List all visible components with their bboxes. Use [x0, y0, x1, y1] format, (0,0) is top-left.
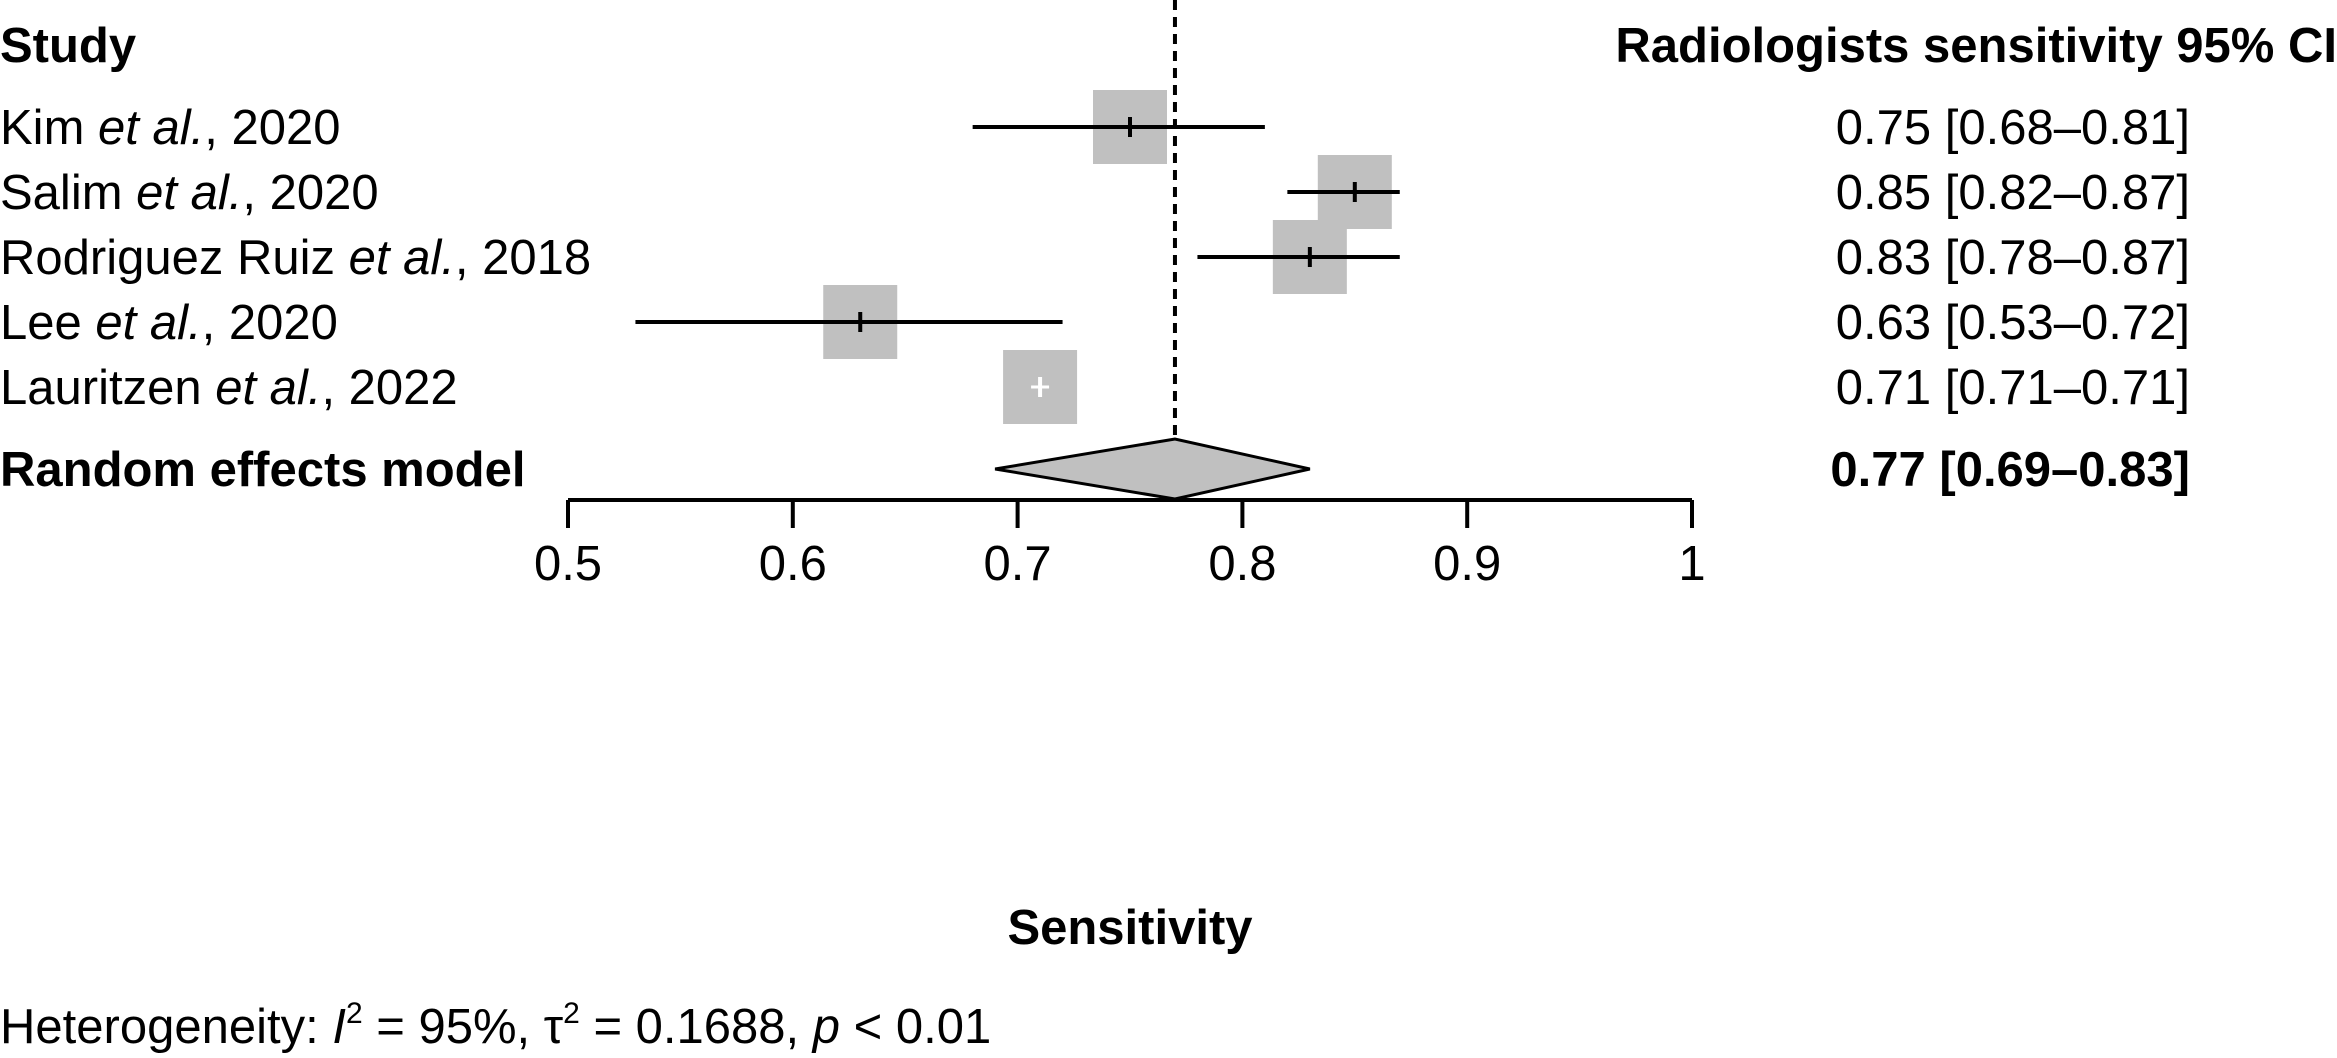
study-label: Salim et al., 2020 — [0, 166, 379, 220]
study-author: Rodriguez Ruiz — [0, 231, 349, 285]
study-etal: et al. — [98, 101, 204, 155]
study-author: Lauritzen — [0, 361, 215, 415]
study-author: Lee — [0, 296, 95, 350]
study-column-header: Study — [0, 19, 136, 73]
x-axis-label: Sensitivity — [1007, 901, 1252, 955]
i2-superscript: 2 — [346, 997, 363, 1030]
summary-ci-text: 0.77 [0.69–0.83] — [1830, 443, 2190, 497]
study-row: Lauritzen et al., 2022 0.71 [0.71–0.71] — [0, 350, 2190, 424]
x-tick-label: 0.9 — [1433, 537, 1501, 591]
study-label: Lauritzen et al., 2022 — [0, 361, 458, 415]
study-etal: et al. — [349, 231, 455, 285]
study-ci-text: 0.85 [0.82–0.87] — [1836, 166, 2190, 220]
summary-label: Random effects model — [0, 443, 525, 497]
study-year: , 2020 — [204, 101, 340, 155]
study-etal: et al. — [215, 361, 321, 415]
summary-diamond — [994, 437, 1311, 501]
study-rows: Kim et al., 2020 0.75 [0.68–0.81]Salim et… — [0, 90, 2190, 424]
i2-symbol: I — [332, 1000, 346, 1054]
x-axis: 0.5 0.6 0.7 0.8 0.9 1 — [534, 498, 1706, 591]
study-ci-text: 0.75 [0.68–0.81] — [1836, 101, 2190, 155]
x-tick-label: 0.7 — [984, 537, 1052, 591]
study-year: , 2020 — [202, 296, 338, 350]
tau-symbol: τ — [544, 1000, 563, 1054]
p-symbol: p — [811, 1000, 840, 1054]
study-author: Salim — [0, 166, 136, 220]
study-ci-text: 0.83 [0.78–0.87] — [1836, 231, 2190, 285]
study-row: Salim et al., 2020 0.85 [0.82–0.87] — [0, 155, 2190, 229]
x-tick-label: 0.5 — [534, 537, 602, 591]
x-tick-label: 0.6 — [759, 537, 827, 591]
study-row: Lee et al., 2020 0.63 [0.53–0.72] — [0, 285, 2190, 359]
study-label: Rodriguez Ruiz et al., 2018 — [0, 231, 591, 285]
study-etal: et al. — [95, 296, 201, 350]
study-row: Kim et al., 2020 0.75 [0.68–0.81] — [0, 90, 2190, 164]
study-author: Kim — [0, 101, 98, 155]
x-tick-label: 0.8 — [1208, 537, 1276, 591]
study-etal: et al. — [136, 166, 242, 220]
x-tick-label: 1 — [1678, 537, 1705, 591]
study-year: , 2018 — [455, 231, 591, 285]
study-ci-text: 0.71 [0.71–0.71] — [1836, 361, 2190, 415]
study-year: , 2022 — [321, 361, 457, 415]
study-year: , 2020 — [242, 166, 378, 220]
tau-superscript: 2 — [563, 997, 580, 1030]
study-label: Kim et al., 2020 — [0, 101, 340, 155]
estimate-column-header: Radiologists sensitivity 95% CI — [1615, 19, 2337, 73]
heterogeneity-prefix: Heterogeneity: — [0, 1000, 332, 1054]
study-row: Rodriguez Ruiz et al., 2018 0.83 [0.78–0.… — [0, 220, 2190, 294]
study-label: Lee et al., 2020 — [0, 296, 338, 350]
heterogeneity-text: Heterogeneity: I2 = 95%, τ2 = 0.1688, p … — [0, 997, 991, 1054]
p-value: < 0.01 — [840, 1000, 991, 1054]
tau-value: = 0.1688, — [580, 1000, 813, 1054]
study-ci-text: 0.63 [0.53–0.72] — [1836, 296, 2190, 350]
i2-value: = 95%, — [363, 1000, 544, 1054]
